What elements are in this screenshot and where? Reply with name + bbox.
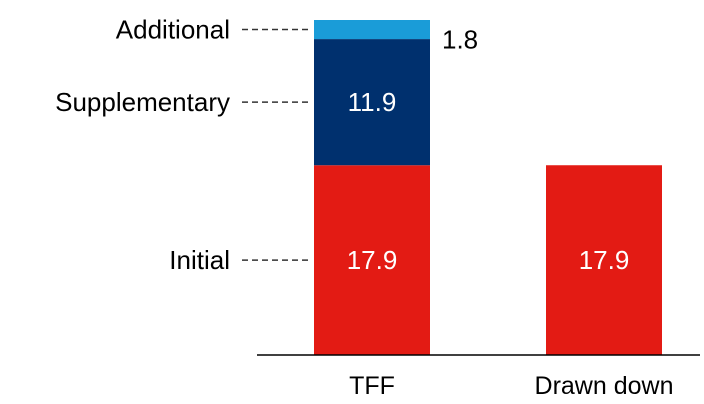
category-label-0: TFF [349, 372, 395, 400]
bars-layer [314, 20, 662, 355]
bar-segment-initial-0 [314, 165, 430, 355]
data-label-additional-0: 1.8 [442, 25, 478, 55]
bar-segment-additional-0 [314, 20, 430, 40]
data-label-supplementary-0: 11.9 [348, 87, 397, 117]
legend-layer: Initial Supplementary Additional [55, 15, 312, 275]
labels-layer: 17.9 11.9 1.8 17.9 [347, 25, 630, 276]
data-label-initial-1: 17.9 [579, 245, 630, 275]
category-labels: TFF Drawn down [349, 372, 673, 400]
bar-segment-supplementary-0 [314, 39, 430, 166]
legend-label-additional: Additional [116, 15, 230, 45]
data-label-initial-0: 17.9 [347, 245, 398, 275]
bar-segment-initial-1 [546, 165, 662, 355]
category-label-1: Drawn down [535, 372, 674, 400]
legend-label-initial: Initial [169, 245, 230, 275]
legend-label-supplementary: Supplementary [55, 87, 230, 117]
